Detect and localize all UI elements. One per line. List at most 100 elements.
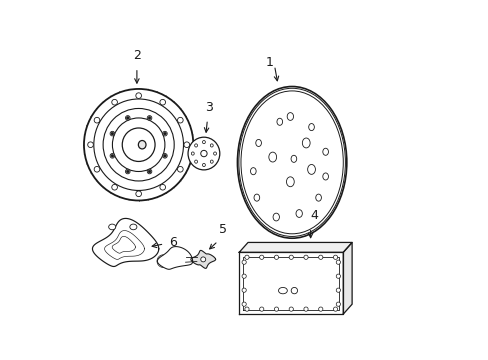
Ellipse shape — [307, 165, 315, 174]
Ellipse shape — [241, 91, 343, 234]
Ellipse shape — [84, 89, 193, 201]
Circle shape — [244, 255, 248, 259]
Circle shape — [333, 255, 337, 259]
Ellipse shape — [147, 169, 152, 174]
Polygon shape — [185, 257, 197, 262]
Ellipse shape — [136, 191, 141, 197]
Polygon shape — [190, 251, 215, 268]
Ellipse shape — [112, 99, 117, 105]
Circle shape — [259, 255, 264, 259]
Ellipse shape — [237, 86, 346, 238]
Ellipse shape — [290, 287, 297, 294]
Ellipse shape — [286, 113, 293, 120]
Ellipse shape — [302, 138, 309, 148]
Ellipse shape — [315, 194, 321, 201]
Circle shape — [336, 288, 340, 292]
Circle shape — [318, 255, 322, 259]
Ellipse shape — [210, 160, 213, 163]
Polygon shape — [239, 242, 351, 252]
Ellipse shape — [125, 116, 130, 120]
Circle shape — [274, 255, 278, 259]
Ellipse shape — [255, 139, 261, 147]
Ellipse shape — [268, 152, 276, 162]
Ellipse shape — [125, 169, 130, 174]
Text: 4: 4 — [309, 209, 317, 222]
Circle shape — [336, 302, 340, 306]
Circle shape — [111, 154, 114, 157]
Circle shape — [244, 307, 248, 311]
Circle shape — [242, 260, 246, 264]
Text: 1: 1 — [264, 56, 273, 69]
Text: 5: 5 — [219, 224, 227, 237]
Ellipse shape — [177, 166, 183, 172]
Ellipse shape — [202, 163, 205, 167]
Ellipse shape — [202, 140, 205, 144]
Ellipse shape — [147, 116, 152, 120]
Text: 6: 6 — [168, 236, 176, 249]
Circle shape — [303, 307, 307, 311]
Ellipse shape — [250, 168, 256, 175]
Ellipse shape — [138, 140, 146, 149]
Ellipse shape — [160, 99, 165, 105]
Ellipse shape — [308, 123, 314, 131]
Circle shape — [303, 255, 307, 259]
Ellipse shape — [130, 224, 137, 230]
Ellipse shape — [210, 144, 213, 147]
Text: 2: 2 — [133, 49, 141, 63]
Ellipse shape — [108, 224, 116, 230]
Ellipse shape — [87, 142, 93, 148]
Ellipse shape — [188, 137, 219, 170]
Circle shape — [111, 132, 114, 135]
Ellipse shape — [94, 166, 100, 172]
Ellipse shape — [177, 117, 183, 123]
Ellipse shape — [194, 160, 197, 163]
Ellipse shape — [122, 128, 155, 161]
Ellipse shape — [322, 148, 328, 155]
Ellipse shape — [110, 131, 115, 136]
Ellipse shape — [183, 142, 189, 148]
Ellipse shape — [94, 117, 100, 123]
Ellipse shape — [286, 177, 294, 187]
Ellipse shape — [201, 257, 205, 262]
Ellipse shape — [191, 152, 194, 155]
Ellipse shape — [213, 152, 216, 155]
Circle shape — [318, 307, 322, 311]
Ellipse shape — [94, 99, 183, 190]
Ellipse shape — [322, 173, 328, 180]
Circle shape — [336, 260, 340, 264]
Ellipse shape — [110, 153, 115, 158]
Ellipse shape — [163, 153, 167, 158]
Ellipse shape — [112, 118, 164, 171]
Ellipse shape — [295, 210, 302, 217]
Ellipse shape — [163, 131, 167, 136]
Ellipse shape — [253, 194, 259, 201]
Circle shape — [242, 274, 246, 278]
Ellipse shape — [278, 287, 287, 294]
Ellipse shape — [238, 88, 345, 237]
Polygon shape — [157, 247, 192, 269]
Circle shape — [148, 170, 151, 173]
Polygon shape — [239, 252, 343, 314]
Ellipse shape — [103, 108, 174, 181]
Text: 3: 3 — [205, 101, 213, 114]
Circle shape — [163, 132, 166, 135]
Ellipse shape — [276, 118, 282, 125]
Ellipse shape — [201, 150, 207, 157]
Circle shape — [242, 288, 246, 292]
Circle shape — [333, 307, 337, 311]
Ellipse shape — [112, 184, 117, 190]
Ellipse shape — [194, 144, 197, 147]
Polygon shape — [343, 242, 351, 314]
Ellipse shape — [272, 213, 279, 221]
Circle shape — [274, 307, 278, 311]
Circle shape — [288, 307, 293, 311]
Ellipse shape — [136, 93, 141, 98]
Circle shape — [336, 274, 340, 278]
Circle shape — [148, 117, 151, 119]
Polygon shape — [92, 219, 159, 266]
Circle shape — [126, 117, 129, 119]
Circle shape — [163, 154, 166, 157]
Ellipse shape — [160, 184, 165, 190]
Circle shape — [242, 302, 246, 306]
Ellipse shape — [290, 155, 296, 162]
